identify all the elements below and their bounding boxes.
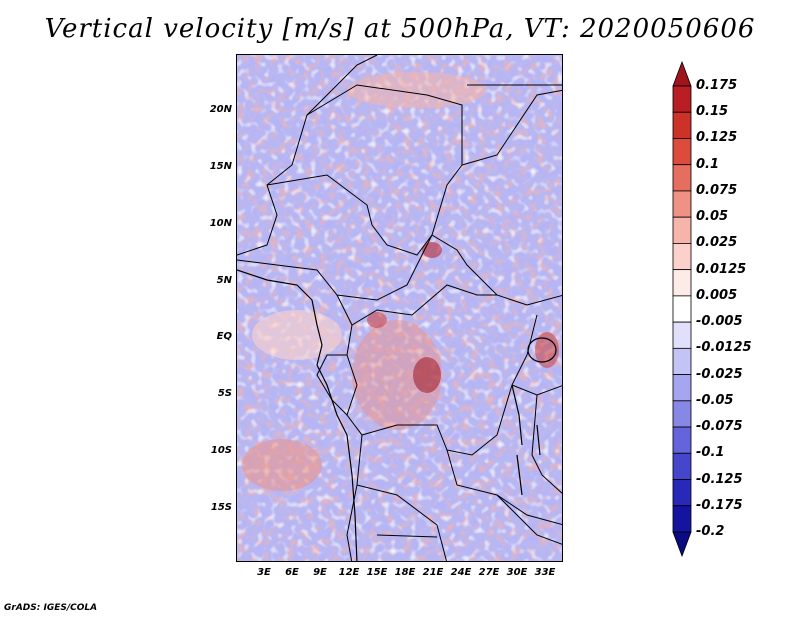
ascent-region-congo <box>352 320 442 430</box>
coastline <box>237 269 358 561</box>
colorbar-tick-label: -0.2 <box>696 524 725 539</box>
vertical-velocity-field <box>237 55 562 561</box>
colorbar-segment <box>672 164 692 192</box>
ascent-region-atlantic <box>242 439 322 491</box>
colorbar-segment <box>672 243 692 271</box>
colorbar-tick-label: -0.005 <box>696 314 743 330</box>
lon-label-9E: 9E <box>313 567 327 578</box>
colorbar-tick-label: 0.0125 <box>696 261 747 277</box>
lat-label-5S: 5S <box>217 388 232 399</box>
colorbar-segment <box>672 321 692 349</box>
colorbar-tick-label: -0.0125 <box>696 340 752 356</box>
lon-label-33E: 33E <box>534 567 556 578</box>
chart-title: Vertical velocity [m/s] at 500hPa, VT: 2… <box>44 14 756 44</box>
colorbar-max-triangle <box>672 60 692 87</box>
colorbar-tick-label: 0.025 <box>696 235 738 251</box>
colorbar-tick-label: 0.125 <box>696 130 738 146</box>
colorbar-segment <box>672 505 692 533</box>
lat-label-10N: 10N <box>209 218 232 229</box>
lat-label-15N: 15N <box>209 161 232 172</box>
lon-label-18E: 18E <box>394 567 416 578</box>
colorbar-tick-label: -0.075 <box>696 419 743 435</box>
colorbar-tick-label: 0.075 <box>696 182 738 198</box>
colorbar-segment <box>672 347 692 375</box>
colorbar-segment <box>672 452 692 480</box>
colorbar-tick-label: 0.005 <box>696 287 738 303</box>
lat-label-EQ: EQ <box>216 331 232 342</box>
colorbar-tick-label: -0.1 <box>696 445 725 461</box>
lon-label-24E: 24E <box>450 567 472 578</box>
colorbar-tick-label: -0.125 <box>696 471 743 487</box>
colorbar-segment <box>672 426 692 454</box>
strong-ascent-core <box>413 357 441 393</box>
ascent-cell-east <box>535 332 559 368</box>
colorbar-segment <box>672 400 692 428</box>
lat-label-5N: 5N <box>216 275 232 286</box>
lat-label-10S: 10S <box>210 445 232 456</box>
colorbar-segment <box>672 479 692 507</box>
colorbar-segment <box>672 85 692 113</box>
lon-label-3E: 3E <box>257 567 271 578</box>
colorbar-min-triangle <box>672 531 692 558</box>
colorbar-segment <box>672 295 692 323</box>
map-plot-area <box>236 54 563 562</box>
grads-credit: GrADS: IGES/COLA <box>4 603 98 613</box>
colorbar-tick-label: -0.025 <box>696 366 743 382</box>
colorbar-segment <box>672 111 692 139</box>
ascent-band-north <box>347 72 487 108</box>
lat-label-15S: 15S <box>210 502 232 513</box>
colorbar-segment <box>672 190 692 218</box>
colorbar-tick-label: 0.175 <box>696 78 738 93</box>
colorbar-tick-label: -0.175 <box>696 497 743 513</box>
lon-label-15E: 15E <box>366 567 388 578</box>
great-lakes <box>511 337 557 496</box>
lon-label-12E: 12E <box>338 567 360 578</box>
colorbar-tick-label: -0.05 <box>696 392 734 408</box>
colorbar-segment <box>672 374 692 402</box>
colorbar-tick-label: 0.15 <box>696 104 729 120</box>
ascent-cell-west <box>367 312 387 328</box>
colorbar-segment <box>672 269 692 297</box>
lon-label-30E: 30E <box>506 567 528 578</box>
lat-label-20N: 20N <box>209 104 232 115</box>
lon-label-27E: 27E <box>478 567 500 578</box>
colorbar-tick-label: 0.1 <box>696 156 720 172</box>
lon-label-6E: 6E <box>285 567 299 578</box>
colorbar-segment <box>672 138 692 166</box>
lon-label-21E: 21E <box>422 567 444 578</box>
colorbar <box>672 60 692 558</box>
weak-ascent-gulf <box>252 310 342 360</box>
colorbar-segment <box>672 216 692 244</box>
colorbar-tick-label: 0.05 <box>696 209 729 225</box>
